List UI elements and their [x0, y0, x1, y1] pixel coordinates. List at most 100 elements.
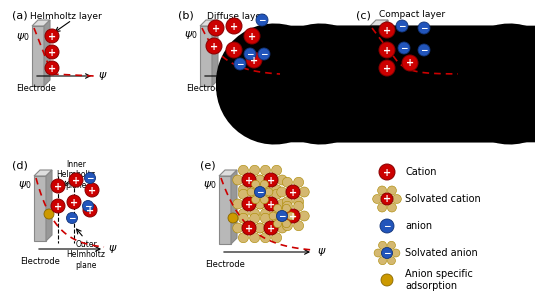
- Text: +: +: [48, 31, 56, 41]
- Text: (d): (d): [12, 160, 28, 170]
- Circle shape: [277, 210, 287, 221]
- Text: −: −: [383, 222, 391, 231]
- Circle shape: [277, 175, 287, 185]
- Circle shape: [44, 209, 54, 219]
- Text: −: −: [260, 50, 268, 59]
- Text: +: +: [230, 21, 238, 31]
- Circle shape: [250, 209, 259, 219]
- Text: Cation: Cation: [405, 167, 437, 177]
- Circle shape: [282, 204, 291, 212]
- Text: Compact layer: Compact layer: [379, 10, 445, 19]
- Circle shape: [244, 28, 260, 44]
- Circle shape: [255, 187, 265, 198]
- Polygon shape: [212, 20, 218, 86]
- Circle shape: [299, 211, 309, 221]
- Circle shape: [277, 199, 287, 209]
- Circle shape: [387, 186, 396, 195]
- Text: Helmholtz layer: Helmholtz layer: [30, 12, 102, 21]
- Text: $\psi$: $\psi$: [108, 243, 118, 255]
- Bar: [32, 26, 44, 86]
- Circle shape: [282, 220, 291, 228]
- Polygon shape: [382, 20, 388, 86]
- Text: −: −: [383, 249, 391, 258]
- Polygon shape: [370, 20, 388, 26]
- Circle shape: [228, 213, 238, 223]
- Text: −: −: [421, 24, 428, 33]
- Circle shape: [381, 274, 393, 286]
- Polygon shape: [46, 170, 52, 241]
- Circle shape: [294, 197, 304, 207]
- Circle shape: [261, 209, 270, 219]
- Circle shape: [261, 196, 269, 204]
- Polygon shape: [219, 170, 237, 176]
- Circle shape: [82, 201, 94, 211]
- Text: Electrode: Electrode: [356, 84, 396, 93]
- Circle shape: [255, 223, 265, 233]
- Text: −: −: [236, 60, 244, 69]
- Text: +: +: [245, 200, 253, 210]
- Circle shape: [265, 188, 273, 196]
- Circle shape: [261, 185, 270, 195]
- Text: +: +: [267, 200, 275, 210]
- Circle shape: [277, 211, 287, 221]
- Circle shape: [239, 209, 248, 219]
- Circle shape: [261, 233, 270, 243]
- Circle shape: [242, 173, 256, 187]
- Circle shape: [379, 257, 387, 265]
- Text: +: +: [48, 47, 56, 57]
- Text: +: +: [245, 223, 253, 233]
- Text: +: +: [383, 168, 391, 178]
- Text: $\psi$: $\psi$: [464, 70, 473, 82]
- Circle shape: [381, 193, 393, 205]
- Text: +: +: [289, 188, 297, 198]
- Circle shape: [250, 189, 259, 199]
- Circle shape: [234, 58, 246, 70]
- Text: −: −: [421, 46, 428, 55]
- Text: +: +: [289, 211, 297, 221]
- Circle shape: [387, 241, 395, 249]
- Text: +: +: [54, 201, 62, 211]
- Polygon shape: [200, 20, 218, 26]
- Circle shape: [264, 221, 278, 235]
- Circle shape: [378, 203, 387, 212]
- Polygon shape: [231, 170, 237, 244]
- Text: −: −: [400, 44, 408, 53]
- Text: +: +: [86, 205, 94, 216]
- Text: −: −: [398, 22, 406, 31]
- Circle shape: [255, 199, 265, 209]
- Text: Electrode: Electrode: [186, 84, 226, 93]
- Circle shape: [381, 248, 393, 259]
- Circle shape: [398, 42, 410, 54]
- Text: −: −: [246, 50, 254, 59]
- Circle shape: [402, 55, 418, 71]
- Circle shape: [251, 196, 259, 204]
- Circle shape: [45, 29, 59, 43]
- Circle shape: [277, 187, 287, 197]
- Text: −: −: [258, 16, 266, 25]
- Text: +: +: [383, 63, 391, 73]
- Circle shape: [272, 213, 281, 223]
- Polygon shape: [34, 170, 52, 176]
- Text: Diffuse layer: Diffuse layer: [207, 12, 265, 21]
- Circle shape: [85, 183, 99, 197]
- Text: +: +: [210, 41, 218, 52]
- Text: $\psi$: $\psi$: [284, 70, 294, 82]
- Circle shape: [226, 42, 242, 58]
- Text: anion: anion: [405, 221, 432, 231]
- Bar: [219, 176, 231, 244]
- Text: +: +: [70, 198, 78, 207]
- Text: −: −: [278, 212, 286, 221]
- Text: $\psi_0$: $\psi_0$: [354, 29, 368, 41]
- Circle shape: [273, 204, 281, 212]
- Circle shape: [392, 194, 401, 204]
- Circle shape: [51, 179, 65, 193]
- Circle shape: [255, 223, 265, 233]
- Text: $\psi$: $\psi$: [317, 246, 326, 258]
- Circle shape: [286, 185, 300, 199]
- Circle shape: [261, 213, 270, 223]
- Circle shape: [379, 42, 395, 58]
- Circle shape: [379, 164, 395, 180]
- Circle shape: [250, 213, 259, 223]
- Circle shape: [273, 220, 281, 228]
- Text: +: +: [267, 175, 275, 185]
